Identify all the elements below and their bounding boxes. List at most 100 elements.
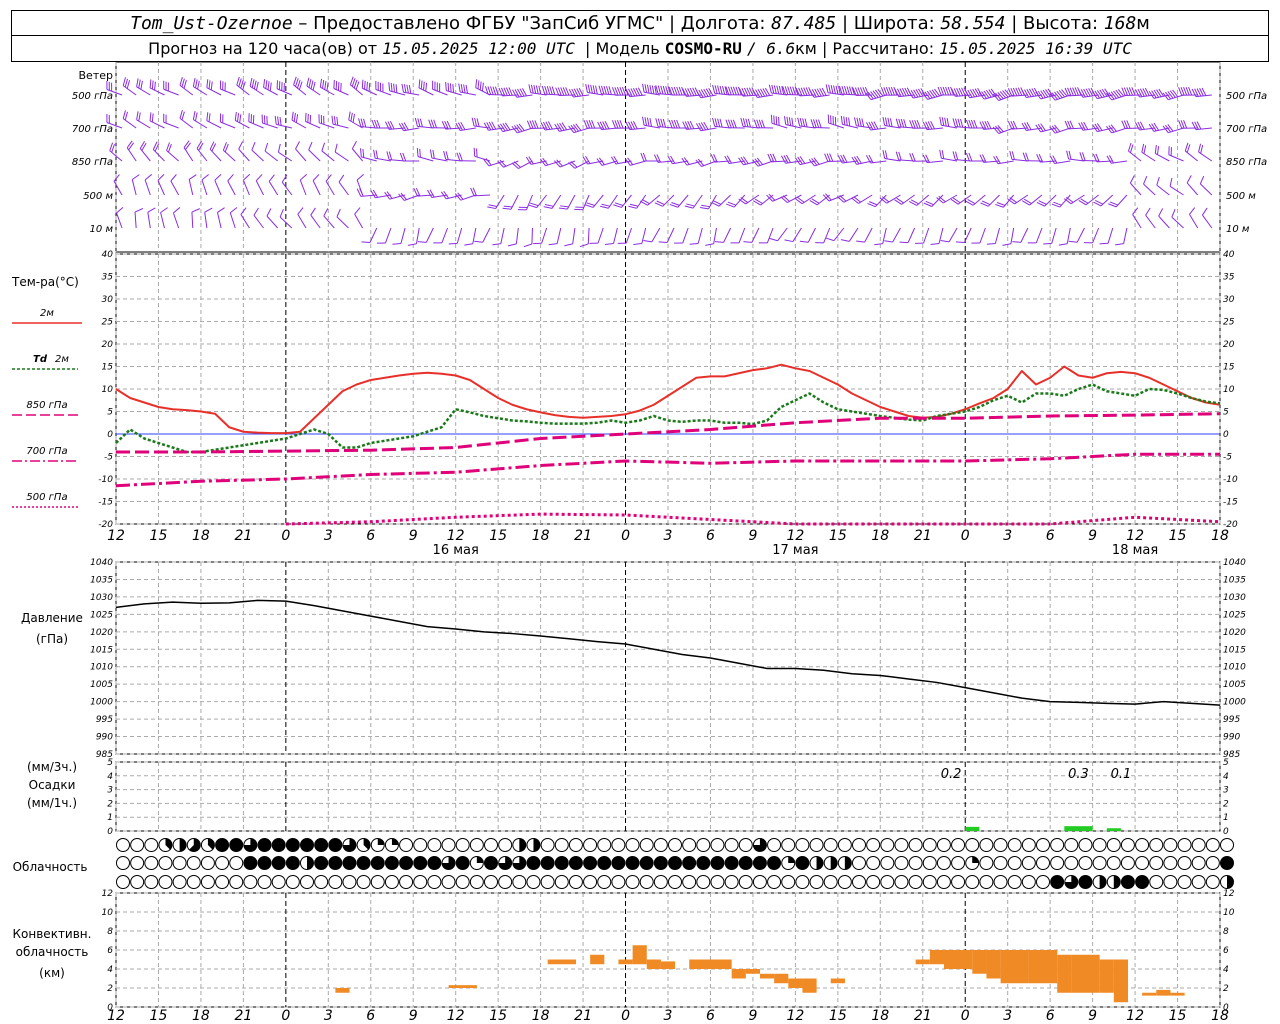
wind-barb-feather bbox=[738, 198, 746, 205]
wind-barb-feather bbox=[656, 200, 665, 206]
wind-barb bbox=[695, 158, 717, 167]
cloud-symbol-fill bbox=[725, 856, 739, 870]
wind-barb-feather bbox=[1123, 87, 1129, 96]
wind-barb bbox=[955, 227, 972, 243]
cloud-symbol bbox=[1135, 838, 1150, 852]
wind-barb-feather bbox=[206, 79, 209, 88]
wind-barb-feather bbox=[579, 243, 589, 248]
convective-bar bbox=[1000, 950, 1029, 984]
wind-barb bbox=[582, 156, 604, 165]
wind-barb bbox=[429, 149, 448, 162]
wind-barb-feather bbox=[781, 86, 785, 95]
wind-barb-feather bbox=[1137, 88, 1143, 97]
wind-barb bbox=[384, 191, 406, 200]
wind-barb-feather bbox=[613, 156, 619, 164]
wind-barb-staff bbox=[209, 148, 222, 162]
wind-barb-feather bbox=[492, 243, 501, 246]
wind-barb bbox=[908, 194, 930, 206]
wind-barb-feather bbox=[692, 87, 697, 96]
cloud-symbol bbox=[342, 875, 357, 889]
wind-level-label-left: 500 гПа bbox=[72, 91, 113, 102]
wind-barb-feather bbox=[487, 206, 496, 210]
wind-barb-feather bbox=[930, 121, 935, 130]
wind-barb bbox=[1049, 89, 1071, 101]
wind-barb-feather bbox=[585, 156, 591, 164]
wind-barb-feather bbox=[853, 196, 862, 203]
longitude-label: | Долгота: bbox=[669, 12, 766, 34]
wind-barb-feather bbox=[364, 80, 366, 90]
wind-barb-feather bbox=[834, 116, 837, 126]
wind-barb-feather bbox=[1145, 207, 1151, 216]
cloud-symbol bbox=[285, 875, 300, 889]
wind-barb-feather bbox=[1162, 125, 1169, 133]
wind-barb bbox=[613, 194, 632, 208]
wind-barb-feather bbox=[870, 91, 877, 99]
wind-barb-staff bbox=[404, 194, 420, 201]
wind-barb bbox=[338, 174, 349, 196]
wind-barb bbox=[122, 77, 137, 96]
wind-barb-feather bbox=[776, 85, 780, 95]
wind-barb-feather bbox=[106, 113, 108, 123]
wind-barb-feather bbox=[784, 86, 789, 95]
cloud-symbol bbox=[1050, 838, 1065, 852]
wind-barb-feather bbox=[1121, 120, 1126, 129]
wind-barb-feather bbox=[1007, 198, 1015, 205]
pressure-ytick-left: 995 bbox=[96, 715, 113, 725]
wind-barb-feather bbox=[388, 82, 391, 91]
wind-barb-feather bbox=[713, 153, 718, 163]
precipitation-ytick-right: 2 bbox=[1223, 799, 1229, 809]
wind-barb-feather bbox=[604, 243, 614, 245]
cloud-symbol bbox=[767, 875, 782, 889]
wind-barb-feather bbox=[183, 140, 190, 148]
wind-barb-feather bbox=[1007, 88, 1013, 97]
wind-barb-staff bbox=[1059, 194, 1071, 208]
wind-barb-feather bbox=[1099, 89, 1105, 98]
wind-barb-feather bbox=[983, 90, 990, 99]
wind-barb-staff bbox=[842, 123, 859, 129]
cloud-symbol-fill bbox=[243, 856, 257, 870]
wind-barb bbox=[939, 149, 958, 162]
wind-barb-feather bbox=[1143, 145, 1147, 154]
convective-bar bbox=[1071, 954, 1100, 993]
wind-barb-feather bbox=[250, 114, 252, 123]
wind-barb-feather bbox=[914, 120, 919, 129]
wind-barb-feather bbox=[669, 203, 679, 208]
wind-barb-staff bbox=[417, 156, 434, 162]
cloud-symbol bbox=[427, 875, 442, 889]
wind-barb bbox=[853, 117, 873, 129]
wind-barb-feather bbox=[665, 86, 669, 95]
wind-barb-feather bbox=[181, 78, 185, 88]
wind-barb bbox=[323, 208, 335, 229]
wind-barb-feather bbox=[703, 121, 709, 130]
convective-xtick: 3 bbox=[664, 1008, 673, 1024]
convective-bar bbox=[646, 959, 661, 969]
cloud-symbol-fill bbox=[682, 856, 696, 870]
wind-barb bbox=[1106, 155, 1127, 164]
wind-barb bbox=[840, 115, 859, 129]
temperature-xtick: 9 bbox=[1088, 528, 1097, 544]
cloud-symbol bbox=[597, 875, 612, 889]
wind-barb-staff bbox=[163, 121, 179, 129]
wind-barb bbox=[528, 84, 547, 96]
wind-level-label-right: 700 гПа bbox=[1226, 124, 1267, 135]
wind-barb-staff bbox=[1055, 127, 1071, 134]
wind-barb-staff bbox=[927, 94, 944, 100]
wind-barb-feather bbox=[800, 87, 806, 96]
wind-barb bbox=[392, 227, 406, 245]
wind-barb bbox=[318, 114, 335, 129]
wind-barb-feather bbox=[848, 117, 851, 127]
wind-barb-feather bbox=[843, 86, 848, 95]
precip-title: Осадки bbox=[29, 778, 76, 792]
cloud-symbol bbox=[257, 875, 272, 889]
pressure-ytick-right: 1015 bbox=[1223, 645, 1246, 655]
legend-t850-label: 850 гПа bbox=[26, 400, 67, 411]
wind-barb-feather bbox=[1094, 123, 1101, 132]
wind-barb-feather bbox=[717, 85, 721, 94]
cloud-symbol-fill bbox=[1121, 875, 1135, 889]
wind-barb-feather bbox=[1049, 155, 1055, 164]
cloud-symbol bbox=[130, 875, 145, 889]
wind-barb-feather bbox=[957, 118, 961, 128]
wind-barb-feather bbox=[348, 111, 351, 121]
wind-barb-feather bbox=[441, 121, 447, 130]
wind-barb-feather bbox=[351, 78, 356, 87]
